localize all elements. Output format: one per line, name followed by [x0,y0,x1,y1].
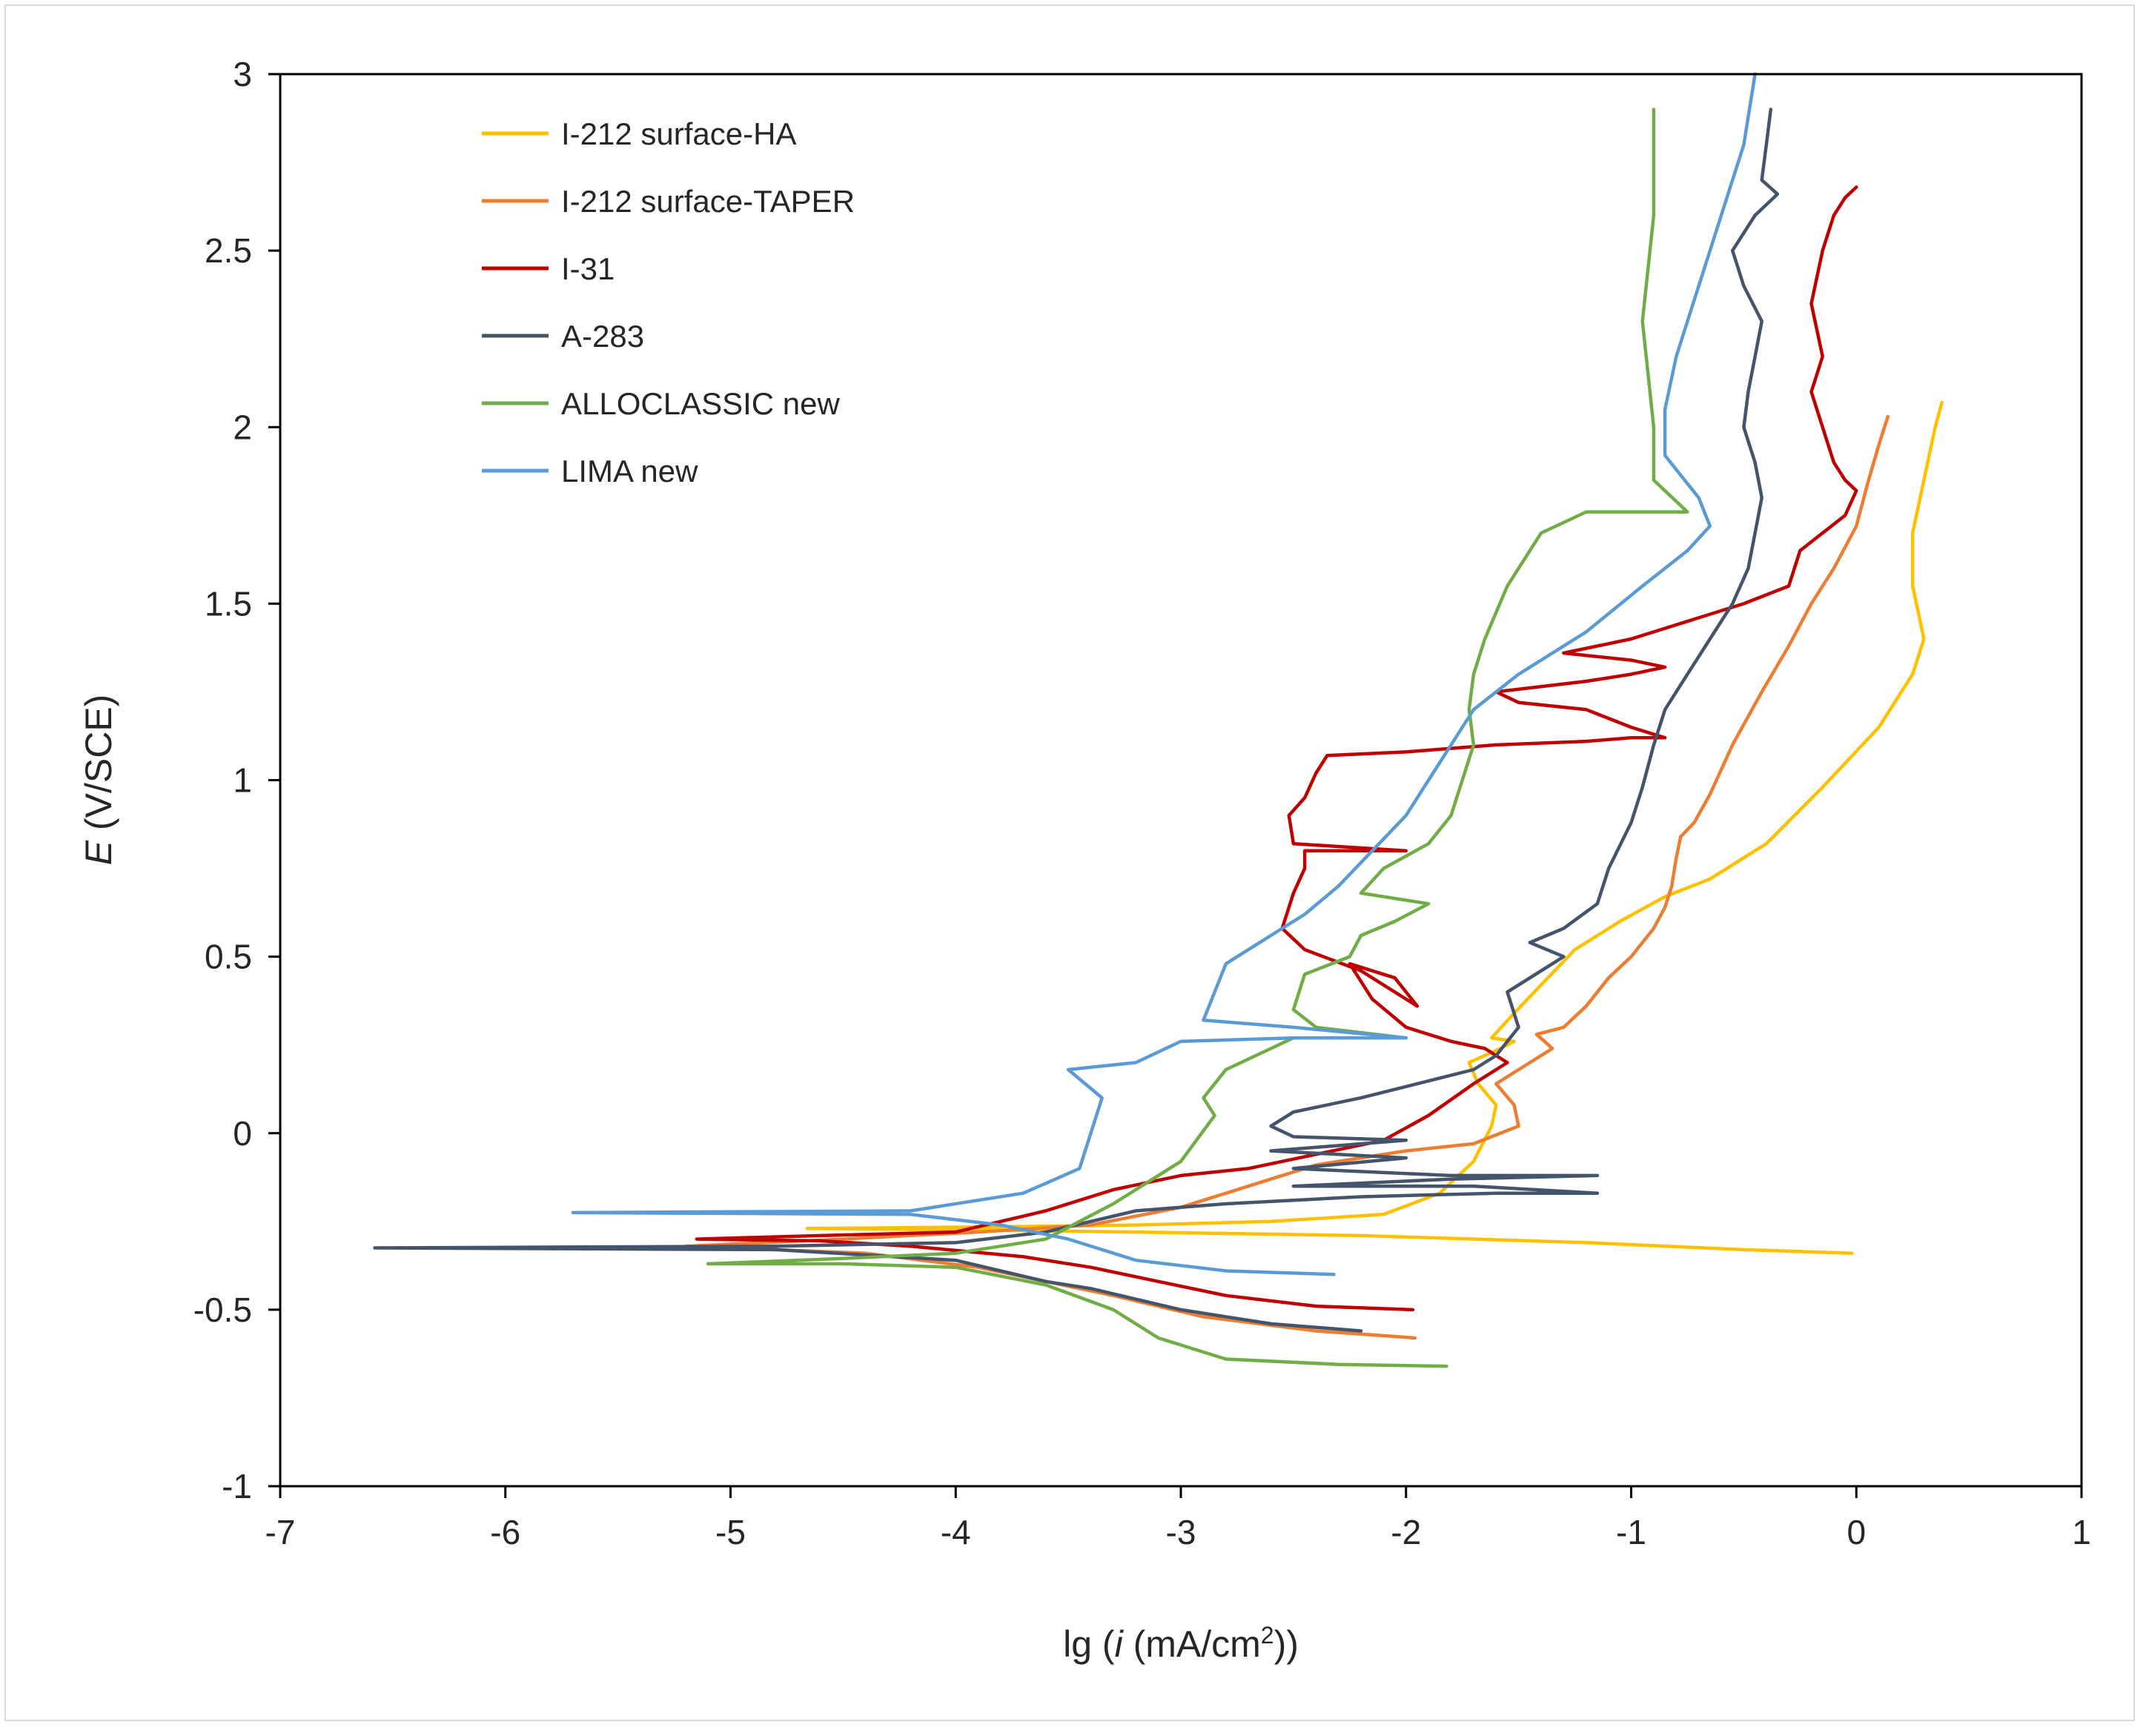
series-line-2 [695,185,1858,1312]
legend-label-1: I-212 surface-TAPER [561,184,855,219]
y-tick-label: 0 [233,1114,252,1153]
legend: I-212 surface-HA I-212 surface-TAPER I-31 A… [482,116,855,488]
x-axis-title: lg (i (mA/cm2)) [1063,1622,1299,1665]
y-tick-label: 2.5 [205,231,252,270]
y-tick-label: 1 [233,761,252,800]
series-line-5 [571,72,1757,1276]
x-axis-ticks: -7 -6 -5 -4 -3 -2 -1 0 1 [265,1486,2091,1551]
plot-area [279,73,2083,1488]
legend-label-2: I-31 [561,251,615,286]
series-line-0 [805,400,1944,1255]
series-layer [373,72,1944,1368]
y-axis-title: E (V/SCE) [78,695,119,866]
legend-label-4: ALLOCLASSIC new [561,386,841,421]
series-line-4 [706,107,1689,1368]
y-tick-label: 0.5 [205,938,252,976]
y-tick-label: 1.5 [205,584,252,623]
legend-label-5: LIMA new [561,454,698,488]
x-tick-label: -7 [265,1513,296,1551]
y-axis-ticks: -1 -0.5 0 0.5 1 1.5 2 2.5 3 [193,55,280,1505]
x-tick-label: -2 [1391,1513,1421,1551]
x-tick-label: -5 [715,1513,746,1551]
figure-frame [4,4,2135,1721]
x-tick-label: 1 [2072,1513,2091,1551]
y-tick-label: -1 [222,1467,252,1505]
y-tick-label: -0.5 [193,1291,252,1329]
x-tick-label: -4 [941,1513,971,1551]
x-tick-label: -3 [1166,1513,1196,1551]
x-tick-label: -6 [490,1513,520,1551]
y-tick-label: 2 [233,408,252,446]
x-tick-label: -1 [1616,1513,1646,1551]
series-line-3 [373,107,1780,1333]
legend-label-0: I-212 surface-HA [561,116,796,151]
legend-label-3: A-283 [561,319,644,354]
y-tick-label: 3 [233,55,252,93]
x-tick-label: 0 [1847,1513,1866,1551]
